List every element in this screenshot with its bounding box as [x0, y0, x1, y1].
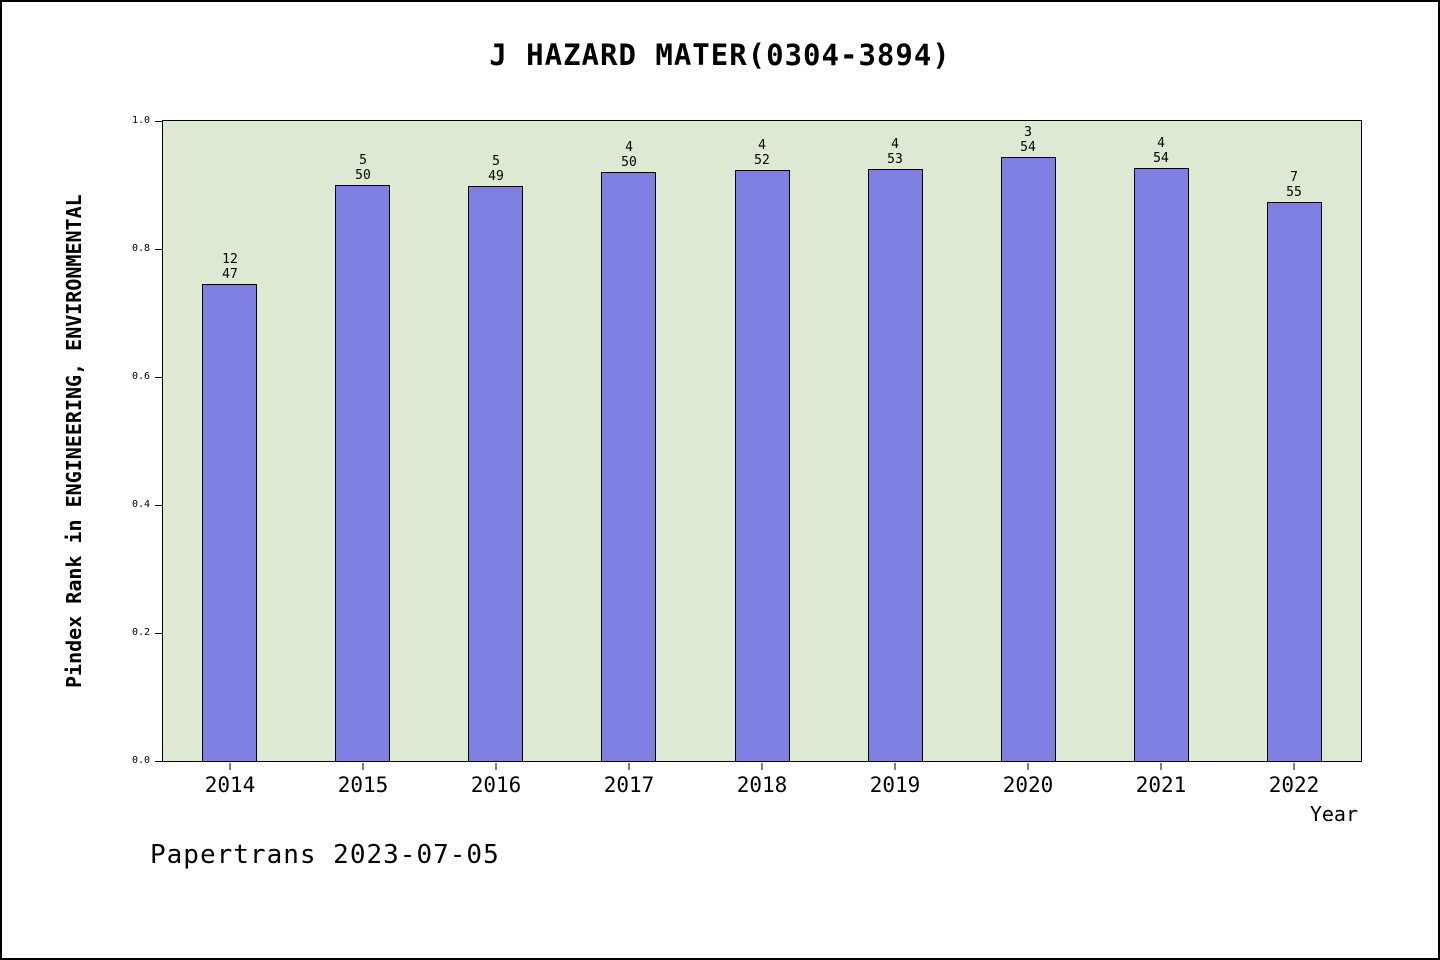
- bar-2020: [1001, 157, 1056, 761]
- bar-value-label-2019: 4 53: [887, 137, 903, 167]
- y-tick-mark: [155, 761, 162, 762]
- x-tick-label-2016: 2016: [470, 773, 522, 797]
- plot-area: 12 47 5 50 5 49 4 50 4 52 4 53 3 54 4 54 7 55: [162, 120, 1362, 762]
- x-tick-label-2018: 2018: [736, 773, 788, 797]
- bar-2017: [601, 172, 656, 761]
- bar-2021: [1134, 168, 1189, 761]
- bar-value-label-2015: 5 50: [355, 153, 371, 183]
- footer-watermark: Papertrans 2023-07-05: [150, 840, 500, 870]
- x-tick-label-2014: 2014: [204, 773, 256, 797]
- x-axis-label: Year: [1309, 802, 1358, 826]
- x-tick-mark: [362, 763, 364, 770]
- x-axis-ticks: 2014 2015 2016 2017 2018 2019 2020 2021 2022: [163, 763, 1361, 807]
- bar-value-label-2016: 5 49: [488, 154, 504, 184]
- x-tick-label-2022: 2022: [1268, 773, 1320, 797]
- x-tick-label-2017: 2017: [603, 773, 655, 797]
- x-tick-label-2021: 2021: [1135, 773, 1187, 797]
- y-tick-label: 0.2: [131, 627, 150, 638]
- x-tick-mark: [894, 763, 896, 770]
- y-tick-label: 1.0: [131, 115, 150, 126]
- x-tick-mark: [1160, 763, 1162, 770]
- y-tick-mark: [155, 121, 162, 122]
- x-tick-mark: [1293, 763, 1295, 770]
- bar-value-label-2014: 12 47: [222, 252, 238, 282]
- bar-2018: [735, 170, 790, 761]
- y-tick-mark: [155, 249, 162, 250]
- x-tick-label-2020: 2020: [1002, 773, 1054, 797]
- bar-value-label-2022: 7 55: [1286, 170, 1302, 200]
- x-tick-mark: [1027, 763, 1029, 770]
- x-tick-mark: [495, 763, 497, 770]
- bar-2022: [1267, 202, 1322, 761]
- bar-2014: [202, 284, 257, 761]
- x-tick-mark: [628, 763, 630, 770]
- bar-value-label-2020: 3 54: [1020, 125, 1036, 155]
- y-tick-label: 0.8: [131, 243, 150, 254]
- bar-value-label-2017: 4 50: [621, 140, 637, 170]
- chart-title: J HAZARD MATER(0304-3894): [489, 38, 951, 72]
- y-tick-mark: [155, 633, 162, 634]
- bar-value-label-2018: 4 52: [754, 138, 770, 168]
- x-tick-label-2019: 2019: [869, 773, 921, 797]
- y-tick-label: 0.4: [131, 499, 150, 510]
- y-tick-mark: [155, 377, 162, 378]
- x-tick-label-2015: 2015: [337, 773, 389, 797]
- bar-2015: [335, 185, 390, 761]
- bar-2019: [868, 169, 923, 761]
- x-tick-mark: [229, 763, 231, 770]
- x-tick-mark: [761, 763, 763, 770]
- y-tick-mark: [155, 505, 162, 506]
- bar-2016: [468, 186, 523, 761]
- bar-value-label-2021: 4 54: [1153, 136, 1169, 166]
- y-tick-label: 0.0: [131, 755, 150, 766]
- y-axis-ticks: 0.0 0.2 0.4 0.6 0.8 1.0: [2, 115, 162, 766]
- y-tick-label: 0.6: [131, 371, 150, 382]
